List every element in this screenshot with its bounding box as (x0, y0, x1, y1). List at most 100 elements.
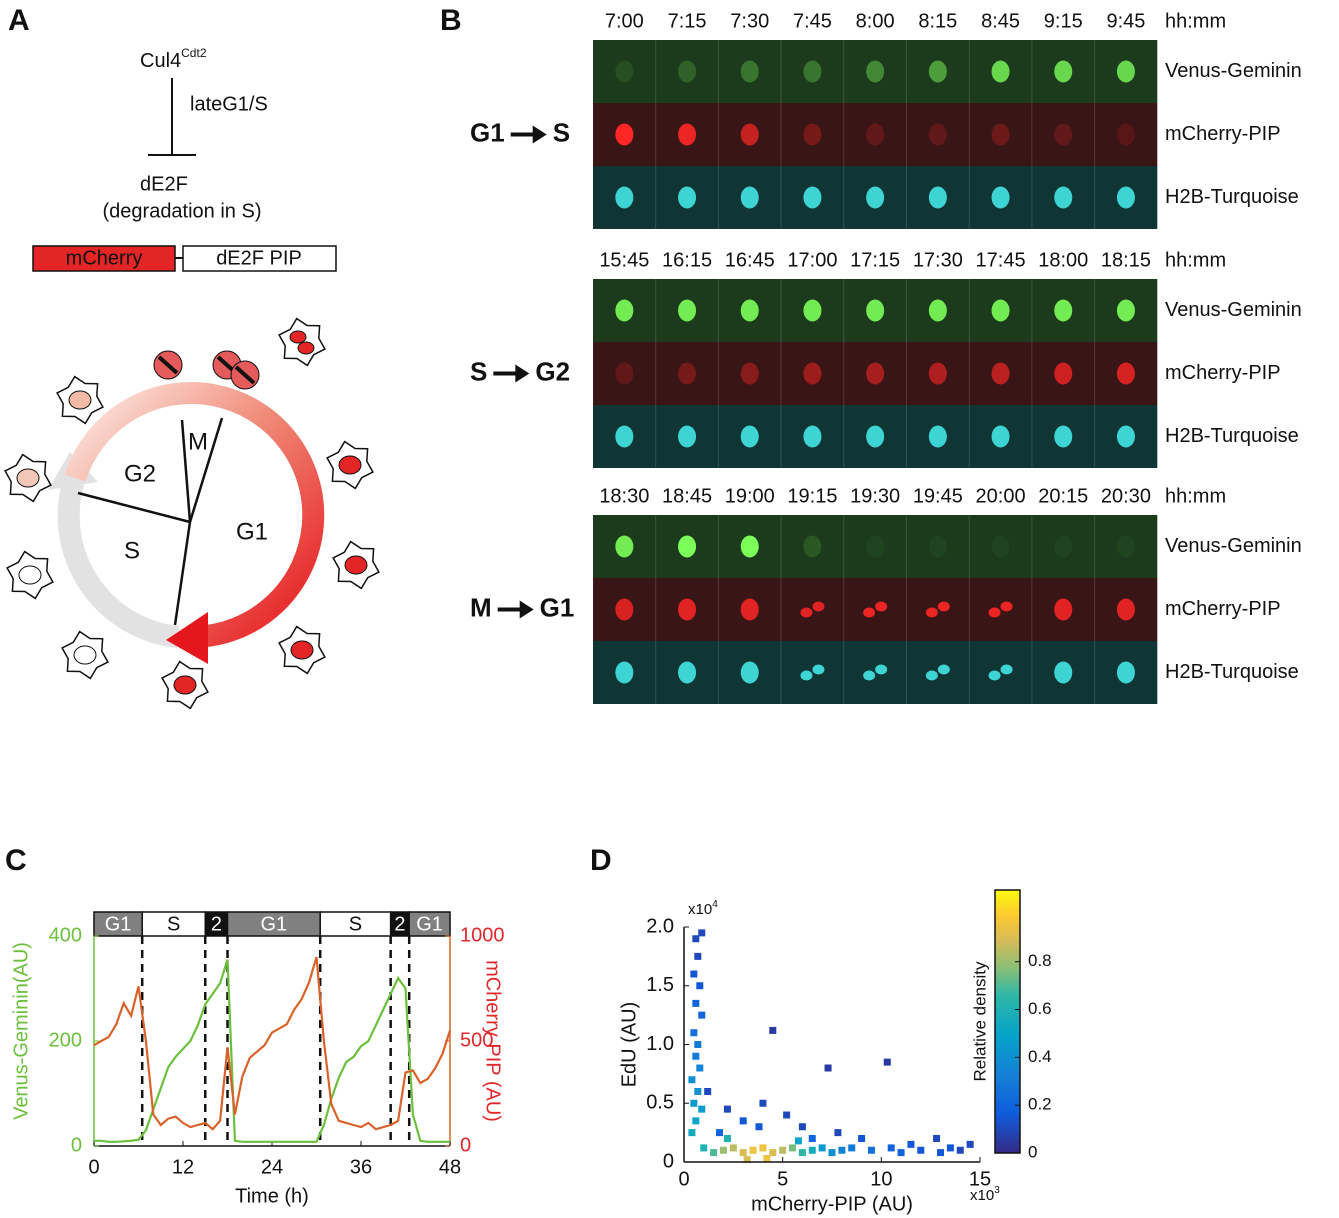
nucleus (740, 60, 759, 83)
scatter-point (798, 1123, 806, 1131)
nucleus (1054, 598, 1073, 621)
scatter-point (783, 1111, 791, 1119)
target: dE2F (140, 173, 188, 195)
scatter-point (824, 1064, 832, 1072)
scatter-point (808, 1146, 816, 1154)
nucleus (928, 186, 947, 209)
scatter-point (828, 1149, 836, 1157)
time-label: 17:45 (976, 249, 1026, 271)
x-tick-label: 0 (88, 1156, 99, 1178)
nucleus (937, 601, 950, 612)
phase-segment (408, 911, 451, 937)
scatter-point (749, 1146, 757, 1154)
nucleus (803, 60, 822, 83)
axis-multiplier: x104 (688, 899, 718, 918)
nucleus (803, 362, 822, 385)
scatter-point (779, 1146, 787, 1154)
channel-label: Venus-Geminin (1165, 299, 1302, 321)
nucleus (344, 555, 368, 575)
phase-label: G1 (416, 913, 443, 935)
enzyme: Cul4 (140, 50, 181, 72)
construct-label: dE2F PIP (216, 247, 302, 269)
scatter-point (690, 970, 698, 978)
nucleus (800, 607, 813, 618)
y-tick-label: 200 (49, 1029, 82, 1051)
enzyme-text: Cul4Cdt2 (140, 46, 207, 72)
x-tick-label: 48 (439, 1156, 461, 1178)
nucleus (678, 186, 697, 209)
axis-multiplier: x103 (970, 1185, 1000, 1204)
scatter-point (696, 982, 704, 990)
time-unit: hh:mm (1165, 485, 1226, 507)
nucleus (740, 598, 759, 621)
nucleus (803, 123, 822, 146)
y-tick-label: 1.5 (646, 974, 674, 996)
scatter-point (719, 1146, 727, 1154)
nucleus (1054, 362, 1073, 385)
nucleus (1054, 123, 1073, 146)
panel-letter: D (590, 844, 612, 877)
nucleus (678, 299, 697, 322)
nucleus (928, 362, 947, 385)
phase-segment (141, 911, 206, 937)
scatter-point (698, 1011, 706, 1019)
nucleus (1116, 186, 1135, 209)
nucleus (1116, 299, 1135, 322)
chromosomes (157, 355, 179, 375)
channel-label: Venus-Geminin (1165, 535, 1302, 557)
nucleus (928, 535, 947, 558)
scatter-point (698, 929, 706, 937)
nucleus (615, 598, 634, 621)
x-tick-label: 12 (172, 1156, 194, 1178)
y-tick-label: 0.5 (646, 1092, 674, 1114)
scatter-point (704, 1088, 712, 1095)
transition-to: G1 (540, 592, 575, 622)
nucleus (678, 661, 697, 684)
time-label: 17:30 (913, 249, 963, 271)
y2-tick-label: 0 (460, 1134, 471, 1156)
nucleus (991, 123, 1010, 146)
scatter-point (966, 1140, 974, 1148)
scatter-point (858, 1135, 866, 1142)
nucleus (678, 60, 697, 83)
x-tick-label: 10 (870, 1168, 892, 1190)
time-label: 19:45 (913, 485, 963, 507)
nucleus (991, 299, 1010, 322)
channel-label: H2B-Turquoise (1165, 425, 1299, 447)
transition-arrowhead (532, 125, 547, 144)
scatter-point (818, 1144, 826, 1152)
target-note: (degradation in S) (103, 200, 262, 222)
channel-label: H2B-Turquoise (1165, 186, 1299, 208)
nucleus (928, 299, 947, 322)
scatter-point (794, 1137, 802, 1145)
nucleus (866, 425, 885, 448)
multiplier-base: x10 (970, 1187, 994, 1204)
time-label: 7:15 (668, 10, 707, 32)
scatter-point (700, 1144, 708, 1152)
channel-label: Venus-Geminin (1165, 60, 1302, 82)
nucleus (740, 661, 759, 684)
nucleus (866, 362, 885, 385)
time-label: 17:15 (850, 249, 900, 271)
nucleus (800, 670, 813, 681)
nucleus (1000, 664, 1013, 675)
phase-label: 2 (394, 913, 405, 935)
nucleus (740, 186, 759, 209)
nucleus (678, 425, 697, 448)
panel-b: 7:00 7:15 7:30 7:45 8:00 8:15 8:45 9:15 9:45 hh:m… (470, 10, 1302, 704)
colorbar (994, 889, 1021, 1154)
x-axis-label: Time (h) (235, 1185, 309, 1207)
transition-arrowhead (515, 364, 530, 383)
phase-label: S (124, 537, 140, 564)
scatter-point (937, 1149, 945, 1157)
scatter-point (690, 1099, 698, 1107)
scatter-point (723, 1135, 731, 1142)
scatter-point (838, 1146, 846, 1154)
nucleus (991, 60, 1010, 83)
y-tick-label: 1.0 (646, 1033, 674, 1055)
scatter-point (759, 1099, 767, 1107)
time-label: 7:30 (730, 10, 769, 32)
x-tick-label: 15 (969, 1168, 991, 1190)
